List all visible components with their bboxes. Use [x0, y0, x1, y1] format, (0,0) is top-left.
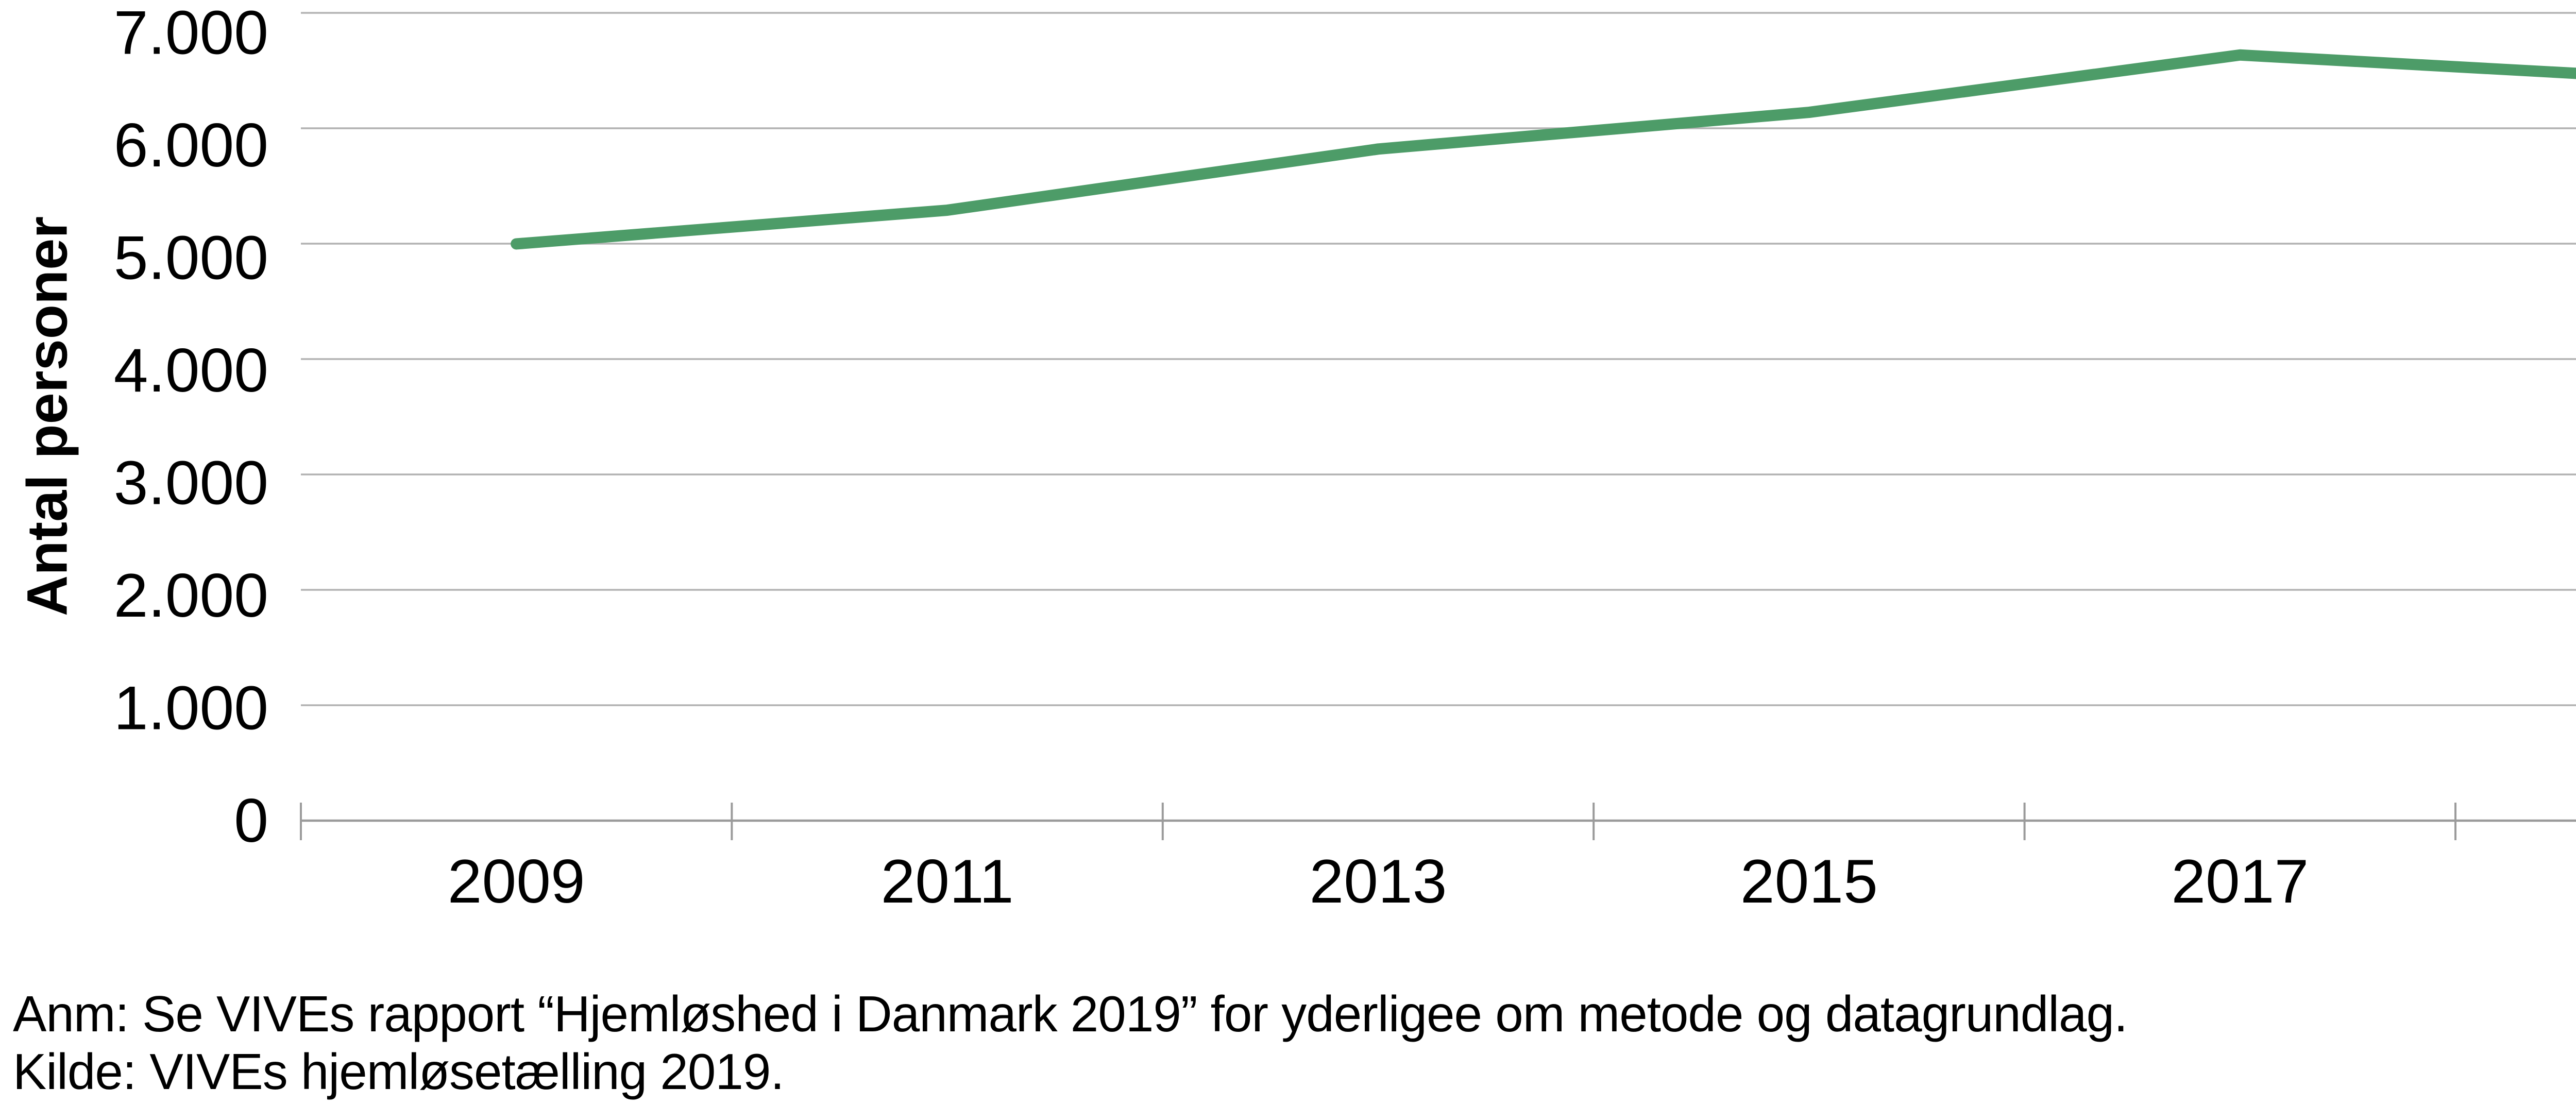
x-axis-tick-label: 2017 [2171, 847, 2309, 916]
chart-note: Anm: Se VIVEs rapport “Hjemløshed i Danm… [13, 985, 2128, 1042]
x-axis-tick-label: 2013 [1310, 847, 1447, 916]
chart-footer: Anm: Se VIVEs rapport “Hjemløshed i Danm… [13, 985, 2128, 1100]
y-axis-tick-label: 4.000 [114, 336, 268, 405]
chart-source: Kilde: VIVEs hjemløsetælling 2019. [13, 1043, 785, 1100]
series-line-antal-hjeml-se-personer [511, 49, 2576, 250]
y-axis-tick-label: 6.000 [114, 111, 268, 180]
y-axis-tick-label: 2.000 [114, 561, 268, 630]
y-axis-tick-label: 7.000 [114, 0, 268, 67]
x-axis-tick-label: 2011 [881, 847, 1014, 916]
y-axis-tick-label: 0 [234, 786, 268, 855]
y-axis-title: Antal personer [16, 216, 79, 616]
x-axis-tick-label: 2009 [448, 847, 585, 916]
x-axis-tick-label: 2015 [1740, 847, 1878, 916]
y-axis-tick-label: 3.000 [114, 449, 268, 518]
y-axis-tick-label: 5.000 [114, 224, 268, 293]
y-axis-tick-label: 1.000 [114, 674, 268, 743]
